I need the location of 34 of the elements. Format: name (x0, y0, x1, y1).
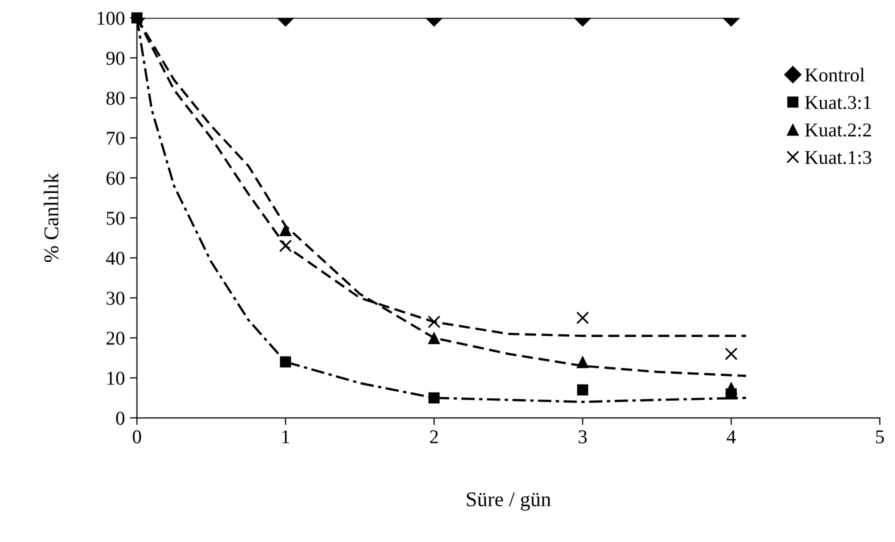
y-tick-label: 90 (106, 52, 124, 65)
y-tick-label: 80 (106, 92, 124, 105)
x-tick-label: 1 (282, 430, 290, 444)
point (577, 384, 588, 396)
legend-label: Kontrol (805, 68, 865, 82)
point (724, 347, 738, 360)
y-tick-label: 10 (107, 372, 124, 385)
point (280, 356, 292, 368)
point (428, 315, 440, 328)
legend-label: Kuat.1:3 (805, 150, 872, 164)
point (724, 382, 738, 394)
y-axis-title: % Canlılık (44, 173, 58, 262)
point (576, 311, 590, 324)
y-tick-label: 40 (106, 252, 124, 265)
x-tick-label: 4 (726, 430, 736, 444)
y-tick-label: 20 (106, 332, 124, 345)
legend-label: Kuat.2:2 (805, 123, 871, 137)
x-tick-label: 5 (876, 430, 884, 444)
x-tick-label: 2 (430, 430, 438, 444)
x-axis-title: Süre / gün (466, 492, 551, 511)
y-tick-label: 30 (106, 292, 124, 305)
point (279, 224, 292, 236)
y-tick-label: 0 (116, 412, 124, 425)
point (428, 332, 440, 344)
point (279, 239, 292, 252)
legend-label: Kuat.3:1 (805, 96, 871, 110)
y-tick-label: 100 (98, 12, 124, 25)
x-tick-label: 3 (578, 430, 587, 444)
point (428, 392, 440, 404)
y-tick-label: 70 (106, 132, 124, 145)
y-tick-label: 60 (106, 172, 124, 185)
x-tick-label: 0 (132, 430, 142, 444)
y-tick-label: 50 (106, 212, 124, 225)
point (576, 356, 589, 368)
